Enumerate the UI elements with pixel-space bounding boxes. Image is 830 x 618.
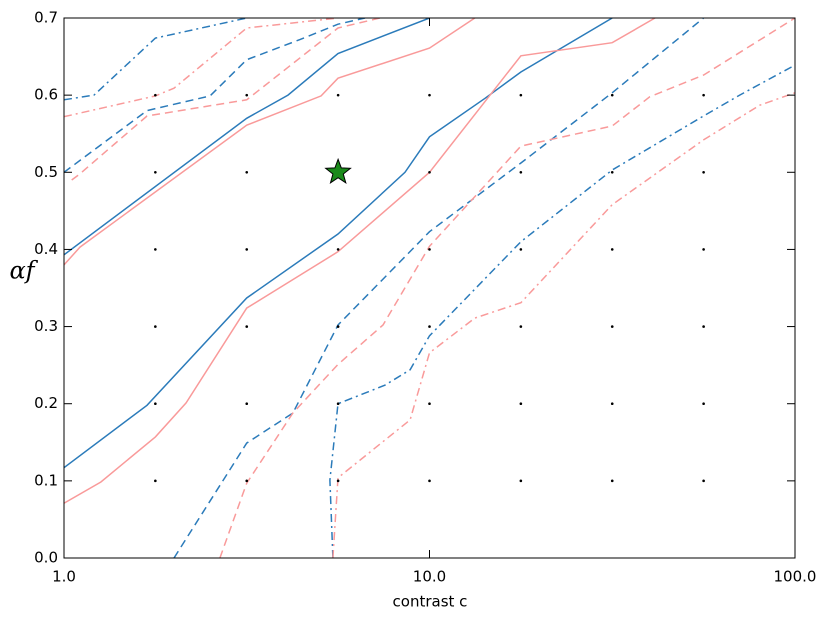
contour-line [64, 18, 339, 118]
grid-point [519, 248, 523, 251]
y-tick-label: 0.3 [34, 317, 58, 335]
grid-point [336, 479, 340, 483]
grid-point [428, 248, 431, 251]
contour-line [64, 18, 613, 469]
contour-line [329, 64, 795, 558]
grid-point [154, 170, 157, 174]
grid-point [154, 402, 157, 406]
grid-point [336, 325, 340, 328]
contour-line [332, 92, 795, 558]
grid-point [519, 479, 523, 483]
grid-point [702, 248, 705, 251]
grid-point [610, 248, 614, 251]
grid-point [245, 325, 249, 328]
star-marker [324, 157, 352, 184]
grid-point [154, 479, 157, 483]
y-tick-label: 0.1 [34, 471, 58, 489]
contour-line [173, 18, 704, 558]
contour-line [64, 18, 656, 504]
x-tick-label: 1.0 [52, 568, 76, 586]
contour-line [71, 18, 381, 181]
x-tick-label: 10.0 [413, 568, 446, 586]
grid-point [702, 93, 705, 97]
grid-point [428, 325, 431, 328]
contour-line [64, 18, 476, 266]
grid-point [428, 170, 431, 174]
grid-point [610, 93, 614, 97]
x-axis-label: contrast c [393, 593, 468, 611]
y-tick-label: 0.4 [34, 240, 58, 258]
grid-point [610, 170, 614, 174]
grid-point [519, 402, 523, 406]
grid-point [154, 248, 157, 251]
grid-point [610, 402, 614, 406]
grid-point [702, 170, 705, 174]
grid-point [245, 248, 249, 251]
grid-point [610, 325, 614, 328]
grid-point [519, 170, 523, 174]
grid-point [245, 402, 249, 406]
contour-line [64, 18, 247, 101]
plot-frame [63, 17, 796, 559]
grid-point [519, 325, 523, 328]
plot-area [64, 18, 795, 558]
grid-point [428, 479, 431, 483]
grid-point [154, 93, 157, 97]
grid-point [702, 402, 705, 406]
contour-line [64, 18, 366, 173]
grid-point [154, 325, 157, 328]
grid-point [519, 93, 523, 97]
grid-point [428, 93, 431, 97]
grid-point [336, 248, 340, 251]
grid-point [428, 402, 431, 406]
grid-point [245, 479, 249, 483]
contour-line [64, 18, 430, 256]
grid-point [702, 479, 705, 483]
grid-point [245, 170, 249, 174]
grid-point [336, 402, 340, 406]
contour-line [219, 18, 795, 558]
y-tick-label: 0.6 [34, 86, 58, 104]
grid-point [610, 479, 614, 483]
y-axis-label: αf [9, 257, 38, 285]
y-tick-label: 0.7 [34, 9, 58, 27]
grid-point [245, 93, 249, 97]
grid-point [702, 325, 705, 328]
x-tick-label: 100.0 [774, 568, 817, 586]
y-tick-label: 0.2 [34, 394, 58, 412]
y-tick-label: 0.5 [34, 163, 58, 181]
grid-point [336, 93, 340, 97]
y-tick-label: 0.0 [34, 549, 58, 567]
